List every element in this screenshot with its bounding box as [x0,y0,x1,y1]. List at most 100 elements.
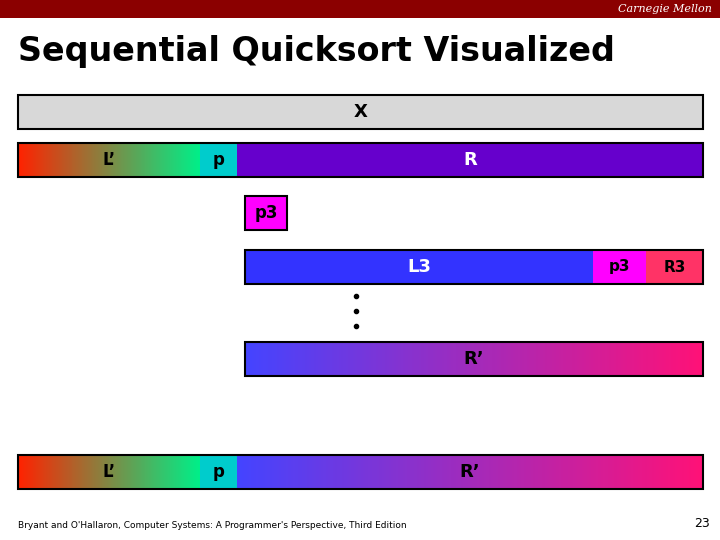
Bar [177,143,179,177]
Bar [60,143,61,177]
Bar [662,342,665,376]
Bar [120,143,122,177]
Bar [644,342,647,376]
Text: p3: p3 [608,260,630,274]
Bar [694,342,697,376]
Bar [698,342,701,376]
Bar [80,143,81,177]
Bar [462,342,465,376]
Bar [75,143,76,177]
Bar [636,342,639,376]
Bar [184,143,186,177]
Bar [372,455,375,489]
Bar [147,455,148,489]
Bar [118,143,120,177]
Bar [20,455,21,489]
Bar [145,143,146,177]
Bar [492,342,495,376]
Bar [189,143,191,177]
Bar [62,143,63,177]
Bar [435,455,438,489]
Bar [154,143,156,177]
Bar [163,455,165,489]
Bar [307,455,310,489]
Bar [670,455,673,489]
Bar [125,143,127,177]
Bar [463,455,466,489]
Bar [339,342,342,376]
Bar [538,455,541,489]
Bar [325,455,328,489]
Bar [39,455,40,489]
Bar [479,342,482,376]
Bar [163,143,165,177]
Bar [295,455,298,489]
Bar [465,342,467,376]
Bar [328,455,331,489]
Bar [664,342,667,376]
Bar [167,143,168,177]
Bar [78,455,79,489]
Bar [669,342,672,376]
Bar [148,143,149,177]
Bar [60,455,61,489]
Bar [598,342,600,376]
Bar [141,455,143,489]
Bar [242,455,245,489]
Bar [330,455,333,489]
Bar [293,342,296,376]
Bar [410,342,413,376]
Bar [482,455,485,489]
Bar [143,143,144,177]
Bar [344,455,347,489]
Bar [251,455,254,489]
Bar [680,455,683,489]
Bar [414,455,417,489]
Bar [323,342,325,376]
Bar [84,455,85,489]
Bar [85,143,86,177]
Bar [368,455,371,489]
Bar [111,455,112,489]
Bar [652,455,654,489]
Bar [199,143,237,177]
Bar [598,455,601,489]
Bar [369,342,372,376]
Bar [446,342,449,376]
Bar [170,143,171,177]
Bar [512,455,515,489]
Bar [32,455,33,489]
Bar [349,455,352,489]
Bar [272,455,275,489]
Bar [178,455,179,489]
Bar [158,455,160,489]
Bar [185,143,186,177]
Bar [554,455,557,489]
Bar [194,455,196,489]
Bar [26,143,27,177]
Bar [67,143,68,177]
Bar [667,342,669,376]
Bar [42,455,43,489]
Bar [94,143,96,177]
Bar [405,455,408,489]
Bar [609,342,612,376]
Bar [166,143,167,177]
Bar [668,455,671,489]
Bar [146,455,148,489]
Bar [22,455,24,489]
Text: L3: L3 [407,258,431,276]
Bar [30,455,31,489]
Bar [60,143,62,177]
Bar [685,342,688,376]
Text: p3: p3 [254,204,278,222]
Bar [168,455,169,489]
Bar [92,455,94,489]
Bar [277,342,280,376]
Bar [275,342,278,376]
Bar [561,342,564,376]
Text: R’: R’ [464,350,485,368]
Bar [256,455,258,489]
Bar [133,455,135,489]
Bar [112,143,114,177]
